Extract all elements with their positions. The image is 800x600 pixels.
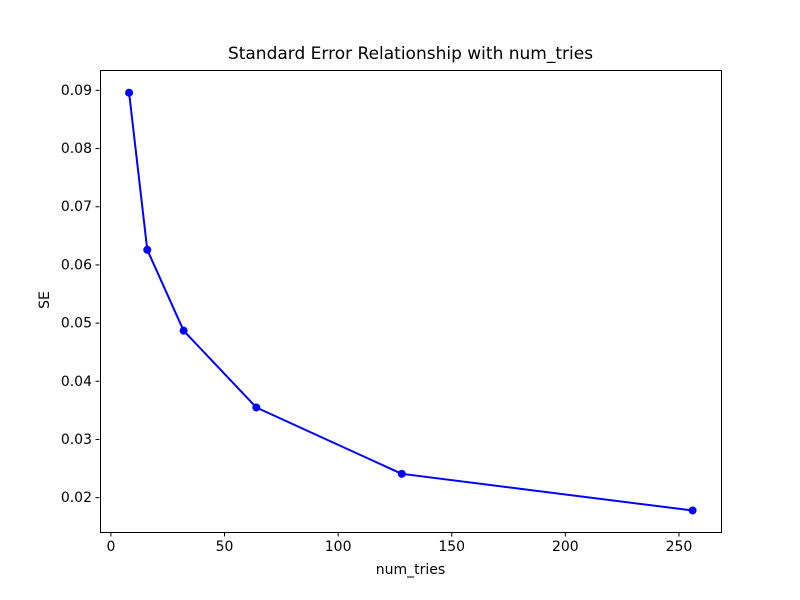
data-point-marker [688, 506, 697, 515]
data-point-marker [143, 245, 152, 254]
x-tick-label: 250 [666, 539, 693, 555]
x-tick-label: 200 [552, 539, 579, 555]
data-point-marker [179, 326, 188, 335]
data-point-marker [125, 88, 134, 97]
y-tick-label: 0.05 [61, 316, 92, 332]
data-point-marker [252, 403, 261, 412]
x-tick-label: 0 [106, 539, 115, 555]
y-tick-label: 0.06 [61, 257, 92, 273]
y-tick-label: 0.03 [61, 432, 92, 448]
se-line-series [128, 91, 694, 512]
x-axis-label: num_tries [375, 562, 446, 578]
x-tick-label: 150 [438, 539, 465, 555]
x-tick-label: 100 [325, 539, 352, 555]
chart-title: Standard Error Relationship with num_tri… [227, 44, 594, 64]
y-tick-label: 0.08 [61, 141, 92, 157]
axes-frame [100, 70, 722, 533]
y-tick-label: 0.04 [61, 374, 92, 390]
y-tick-label: 0.07 [61, 199, 92, 215]
x-tick-label: 50 [216, 539, 234, 555]
y-tick-label: 0.09 [61, 83, 92, 99]
data-point-marker [397, 469, 406, 478]
y-tick-label: 0.02 [61, 490, 92, 506]
